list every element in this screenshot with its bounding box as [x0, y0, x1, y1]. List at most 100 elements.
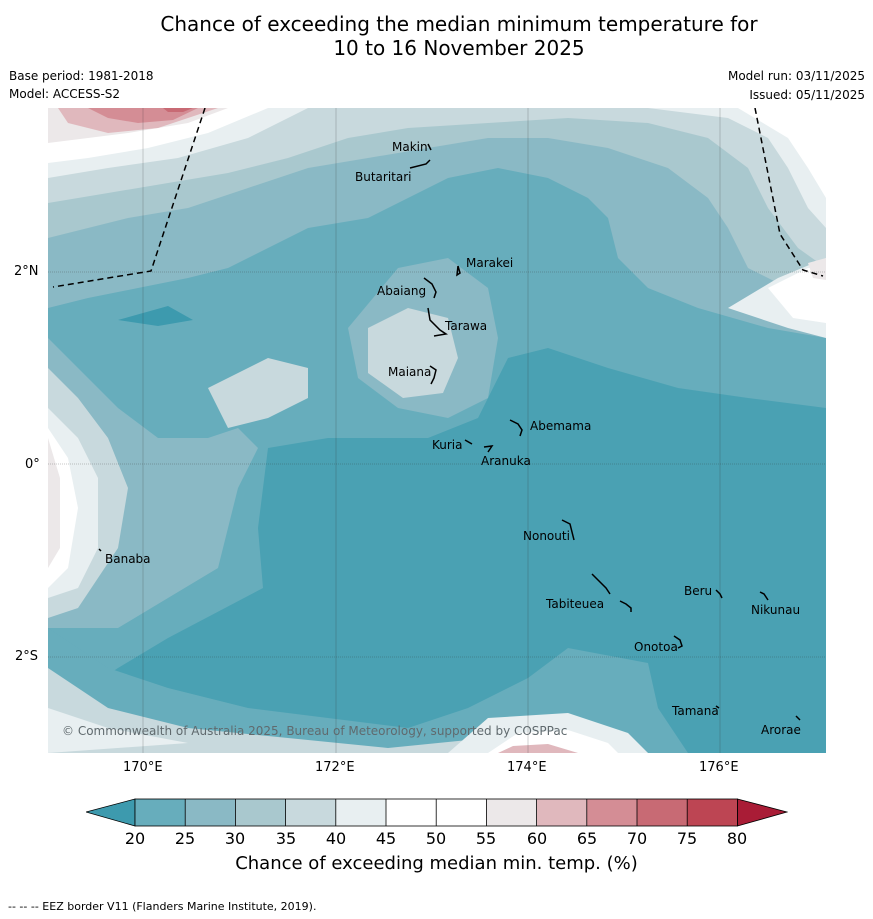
island-butaritari: [409, 159, 431, 169]
forecast-map: Makin Butaritari Marakei Abaiang Tarawa …: [48, 108, 826, 753]
contour-40-45-ne: [48, 108, 826, 228]
colorbar-tick: 35: [275, 829, 297, 848]
colorbar-45-50: [386, 799, 437, 826]
island-nonouti: [561, 519, 575, 541]
contour-35-40-north: [48, 108, 826, 268]
place-label-tamana: Tamana: [672, 704, 719, 718]
colorbar-60-65: [536, 799, 587, 826]
colorbar-20-25: [135, 799, 186, 826]
colorbar-below-20: [86, 798, 136, 827]
place-label-abaiang: Abaiang: [377, 284, 427, 298]
contour-40-45-sw: [48, 708, 188, 753]
colorbar-55-60: [486, 799, 537, 826]
colorbar-dividers: [184, 799, 688, 826]
base-period: Base period: 1981-2018: [9, 69, 154, 83]
colorbar-tick: 30: [224, 829, 246, 848]
islands: [98, 143, 801, 721]
place-label-tabiteuea: Tabiteuea: [546, 597, 605, 611]
colorbar-tick: 60: [526, 829, 548, 848]
colorbar-tick: 75: [676, 829, 698, 848]
eez-footnote: -- -- -- EEZ border V11 (Flanders Marine…: [8, 900, 317, 913]
colorbar-label: Chance of exceeding median min. temp. (%…: [235, 853, 638, 874]
contour-35-40-tarawa: [368, 308, 458, 398]
lon-label-176e: 176°E: [699, 760, 739, 775]
island-tarawa: [427, 307, 448, 337]
title-line-1: Chance of exceeding the median minimum t…: [160, 12, 758, 36]
issued-date: Issued: 05/11/2025: [749, 88, 865, 102]
colorbar-35-40: [285, 799, 336, 826]
place-label-onotoa: Onotoa: [634, 640, 678, 654]
lat-label-0: 0°: [25, 457, 40, 472]
place-label-marakei: Marakei: [466, 256, 514, 270]
place-label-arorae: Arorae: [761, 723, 801, 737]
contour-45-55-east: [768, 268, 826, 323]
place-label-makin: Makin: [392, 140, 428, 154]
island-kuria: [464, 439, 473, 445]
colorbar-40-45: [335, 799, 386, 826]
lat-label-2s: 2°S: [15, 649, 39, 664]
contour-55-60-east: [808, 258, 826, 280]
contour-60-65-south: [498, 744, 578, 753]
contour-45-55-ne: [738, 108, 826, 198]
colorbar-tick: 70: [626, 829, 648, 848]
place-label-nonouti: Nonouti: [523, 529, 570, 543]
model-name: Model: ACCESS-S2: [9, 87, 121, 101]
island-nikunau: [759, 591, 769, 601]
island-abaiang: [423, 277, 437, 299]
place-label-kuria: Kuria: [432, 438, 463, 452]
island-tamana: [715, 705, 720, 709]
eez-border: [52, 108, 824, 288]
colorbar-75-80: [687, 799, 738, 826]
island-beru: [715, 589, 723, 599]
place-label-nikunau: Nikunau: [751, 603, 801, 617]
contour-field: [48, 108, 826, 753]
colorbar-30-35: [235, 799, 286, 826]
place-label-tarawa: Tarawa: [445, 319, 488, 333]
contour-35-40-south: [48, 668, 648, 753]
map-title: Chance of exceeding the median minimum t…: [0, 12, 873, 60]
latitude-lines: [48, 271, 826, 658]
island-onotoa: [673, 635, 683, 649]
island-marakei: [456, 265, 461, 277]
island-arorae: [795, 715, 801, 721]
colorbar-50-55: [436, 799, 487, 826]
lon-label-174e: 174°E: [507, 760, 547, 775]
colorbar-tick: 50: [425, 829, 447, 848]
contour-35-40-patch: [208, 358, 308, 428]
colorbar-tick: 55: [475, 829, 497, 848]
colorbar-tick: 80: [726, 829, 748, 848]
contour-55-60-west: [48, 438, 60, 568]
colorbar-tick: 20: [124, 829, 146, 848]
place-label-banaba: Banaba: [105, 552, 151, 566]
lon-label-172e: 172°E: [315, 760, 355, 775]
colorbar-25-30: [185, 799, 236, 826]
model-run-date: Model run: 03/11/2025: [727, 69, 865, 83]
copyright-note: © Commonwealth of Australia 2025, Bureau…: [62, 724, 568, 738]
colorbar-70-75: [637, 799, 688, 826]
island-makin: [427, 143, 432, 151]
colorbar-65-70: [586, 799, 637, 826]
contour-70-75-nw: [163, 108, 193, 112]
colorbar-tick: 45: [375, 829, 397, 848]
island-banaba: [98, 548, 102, 552]
contour-below-20-core: [118, 306, 193, 326]
island-maiana: [429, 365, 437, 385]
colorbar-above-80: [737, 798, 788, 827]
place-label-aranuka: Aranuka: [481, 454, 531, 468]
place-label-butaritari: Butaritari: [355, 170, 412, 184]
island-aranuka: [483, 445, 494, 453]
colorbar-tick: 25: [174, 829, 196, 848]
place-label-maiana: Maiana: [388, 365, 432, 379]
colorbar-tick: 40: [325, 829, 347, 848]
island-tabiteuea-north: [591, 573, 611, 595]
gridlines: [142, 108, 721, 753]
place-label-beru: Beru: [684, 584, 713, 598]
colorbar-tick: 65: [576, 829, 598, 848]
lon-label-170e: 170°E: [123, 760, 163, 775]
colorbar: [86, 798, 788, 827]
island-tabiteuea-south: [619, 600, 632, 612]
island-abemama: [509, 419, 523, 437]
lat-label-2n: 2°N: [14, 264, 39, 279]
place-label-abemama: Abemama: [530, 419, 592, 433]
title-line-2: 10 to 16 November 2025: [333, 36, 585, 60]
